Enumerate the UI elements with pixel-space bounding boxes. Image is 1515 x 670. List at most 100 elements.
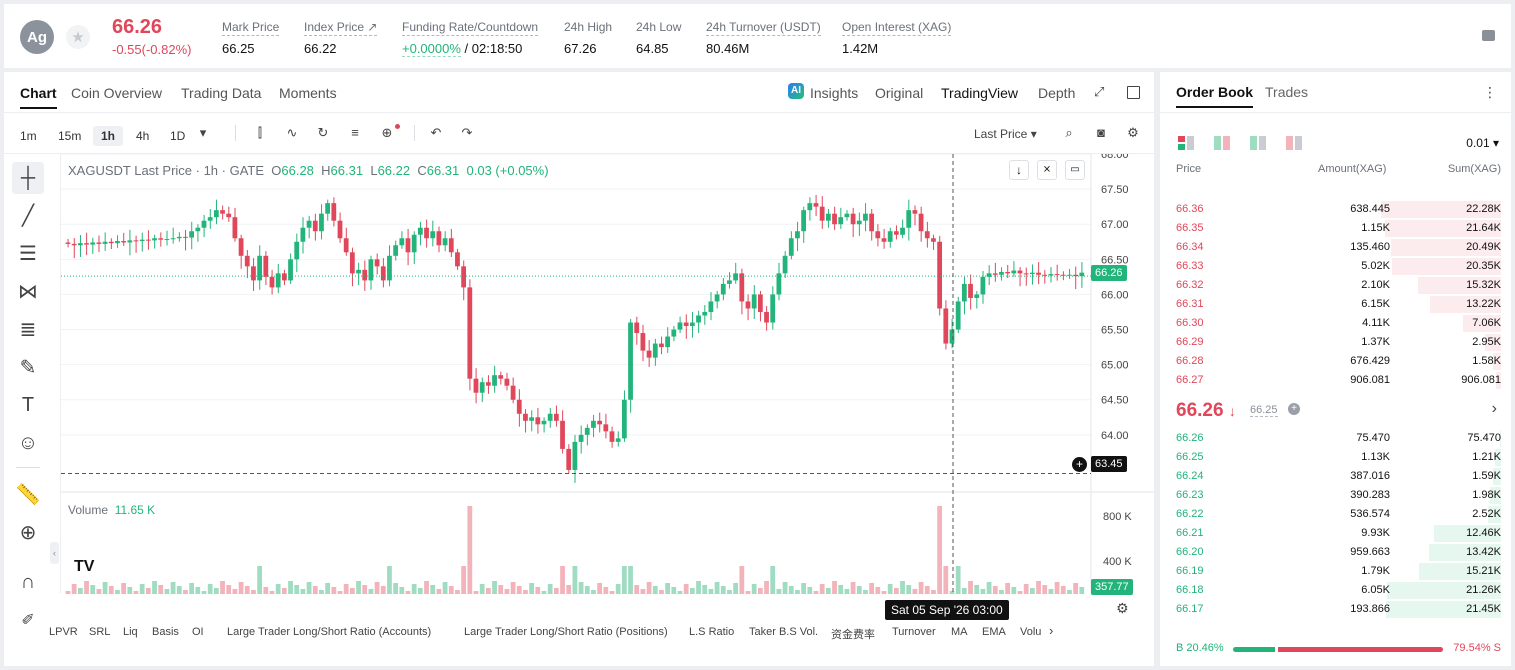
arrow-down-icon[interactable]: ↓: [1009, 160, 1029, 180]
indicator-large-trader-accounts[interactable]: Large Trader Long/Short Ratio (Accounts): [227, 626, 432, 638]
timeframe-1h[interactable]: 1h: [93, 126, 124, 146]
stat-open-interest[interactable]: Open Interest (XAG) 1.42M: [842, 20, 952, 56]
chevron-right-icon[interactable]: ›: [1049, 623, 1054, 638]
brush-icon[interactable]: ✎: [19, 356, 37, 379]
tab-chart[interactable]: Chart: [20, 85, 57, 109]
ask-row[interactable]: 66.29 1.37K 2.95K: [1176, 333, 1501, 352]
indicators-icon[interactable]: ∿: [286, 125, 298, 140]
indicator-turnover[interactable]: Turnover: [892, 626, 936, 638]
crosshair-icon[interactable]: ┼: [12, 162, 44, 194]
zoom-in-icon[interactable]: ⊕: [19, 521, 37, 544]
bid-row[interactable]: 66.26 75.470 75.470: [1176, 429, 1501, 448]
indicator-ls-ratio[interactable]: L.S Ratio: [689, 626, 735, 638]
ask-row[interactable]: 66.27 906.081 906.081: [1176, 371, 1501, 390]
window-icon[interactable]: [1127, 86, 1140, 99]
indicator-oi[interactable]: OI: [192, 626, 204, 638]
ask-row[interactable]: 66.30 4.11K 7.06K: [1176, 314, 1501, 333]
ask-row[interactable]: 66.32 2.10K 15.32K: [1176, 276, 1501, 295]
fullscreen-icon[interactable]: ⤢: [1094, 84, 1105, 99]
ask-row[interactable]: 66.35 1.15K 21.64K: [1176, 219, 1501, 238]
chevron-right-icon[interactable]: ›: [1491, 400, 1497, 417]
bid-row[interactable]: 66.25 1.13K 1.21K: [1176, 448, 1501, 467]
indicator-srl[interactable]: SRL: [89, 626, 111, 638]
gear-icon[interactable]: ⚙: [1127, 125, 1139, 140]
collapse-icon[interactable]: ⨯: [1037, 160, 1057, 180]
view-bids-icon[interactable]: [1250, 136, 1266, 150]
indicator-large-trader-positions[interactable]: Large Trader Long/Short Ratio (Positions…: [464, 626, 668, 638]
stat-index-price[interactable]: Index Price ↗ 66.22: [304, 20, 378, 56]
indicator-liq[interactable]: Liq: [123, 626, 138, 638]
bid-row[interactable]: 66.17 193.866 21.45K: [1176, 600, 1501, 619]
timeframe-1d[interactable]: 1D: [170, 129, 186, 143]
camera-icon[interactable]: ◙: [1097, 125, 1105, 140]
alert-add-icon[interactable]: ⊕: [381, 125, 393, 140]
emoji-icon[interactable]: ☺: [17, 431, 39, 454]
tab-coin-overview[interactable]: Coin Overview: [71, 85, 163, 101]
price-chart[interactable]: 68.00 67.50 67.00 66.50 66.00 65.50 65.00 64.50…: [61, 154, 1154, 594]
indicator-volume[interactable]: Volu: [1020, 626, 1042, 638]
indicator-funding-rate[interactable]: 资金费率: [831, 629, 875, 641]
tab-tradingview[interactable]: TradingView: [941, 85, 1019, 101]
guide-book-icon[interactable]: [1482, 30, 1495, 41]
pattern-icon[interactable]: ⋈: [18, 280, 38, 303]
bid-row[interactable]: 66.20 959.663 13.42K: [1176, 543, 1501, 562]
tab-order-book[interactable]: Order Book: [1176, 84, 1254, 108]
timeframe-1m[interactable]: 1m: [20, 129, 37, 143]
indicator-ema[interactable]: EMA: [982, 626, 1006, 638]
indicator-taker-bs-vol[interactable]: Taker B.S Vol.: [749, 626, 819, 638]
indicator-lpvr[interactable]: LPVR: [49, 626, 78, 638]
more-options-icon[interactable]: ⋮: [1483, 84, 1497, 100]
bid-row[interactable]: 66.19 1.79K 15.21K: [1176, 562, 1501, 581]
tab-trades[interactable]: Trades: [1265, 84, 1309, 100]
ask-row[interactable]: 66.28 676.429 1.58K: [1176, 352, 1501, 371]
stat-24h-turnover[interactable]: 24h Turnover (USDT) 80.46M: [706, 20, 821, 56]
ask-row[interactable]: 66.33 5.02K 20.35K: [1176, 257, 1501, 276]
collapse-toolbar-icon[interactable]: ‹: [50, 542, 59, 564]
axis-settings-icon[interactable]: ⚙: [1116, 600, 1129, 616]
tab-insights[interactable]: Insights: [810, 85, 859, 101]
tab-moments[interactable]: Moments: [279, 85, 337, 101]
ask-row[interactable]: 66.36 638.445 22.28K: [1176, 200, 1501, 219]
ruler-icon[interactable]: 📏: [15, 483, 41, 506]
tab-depth[interactable]: Depth: [1038, 85, 1076, 101]
chevron-down-icon[interactable]: ▾: [199, 125, 207, 140]
maximize-icon[interactable]: ▭: [1065, 160, 1085, 180]
search-icon[interactable]: ⌕: [1065, 125, 1073, 140]
stat-mark-price[interactable]: Mark Price 66.25: [222, 20, 280, 56]
indicator-basis[interactable]: Basis: [152, 626, 179, 638]
timeframe-4h[interactable]: 4h: [136, 129, 150, 143]
mid-price[interactable]: 66.26 ↓: [1176, 400, 1236, 421]
text-icon[interactable]: T: [21, 393, 35, 416]
indicator-ma[interactable]: MA: [951, 626, 968, 638]
redo-icon[interactable]: ↷: [461, 125, 473, 140]
candle-body: [393, 245, 399, 256]
view-asks-icon[interactable]: [1286, 136, 1302, 150]
templates-icon[interactable]: ≡: [351, 125, 359, 140]
view-both-icon[interactable]: [1178, 136, 1194, 150]
stat-funding-rate[interactable]: Funding Rate/Countdown +0.0000% / 02:18:…: [402, 20, 539, 57]
horizontal-lines-icon[interactable]: ☰: [19, 242, 37, 265]
candle-type-icon[interactable]: ⫿: [257, 125, 263, 140]
favorite-star-icon[interactable]: ★: [66, 25, 90, 49]
magnet-icon[interactable]: ∩: [20, 570, 36, 593]
price-source-select[interactable]: Last Price ▾: [974, 127, 1037, 141]
ask-row[interactable]: 66.31 6.15K 13.22K: [1176, 295, 1501, 314]
trend-line-icon[interactable]: ╱: [21, 204, 35, 227]
replay-icon[interactable]: ↻: [317, 125, 329, 140]
last-price: 66.26: [112, 16, 163, 38]
fib-icon[interactable]: ≣: [19, 318, 37, 341]
pencil-lock-icon[interactable]: ✐: [21, 612, 35, 629]
undo-icon[interactable]: ↶: [430, 125, 442, 140]
bid-row[interactable]: 66.23 390.283 1.98K: [1176, 486, 1501, 505]
timeframe-15m[interactable]: 15m: [58, 129, 82, 143]
precision-select[interactable]: 0.01 ▾: [1466, 136, 1499, 150]
bid-row[interactable]: 66.18 6.05K 21.26K: [1176, 581, 1501, 600]
add-alert-plus-icon[interactable]: +: [1072, 457, 1087, 472]
bid-row[interactable]: 66.21 9.93K 12.46K: [1176, 524, 1501, 543]
bid-row[interactable]: 66.24 387.016 1.59K: [1176, 467, 1501, 486]
ask-row[interactable]: 66.34 135.460 20.49K: [1176, 238, 1501, 257]
view-bids-asks-icon[interactable]: [1214, 136, 1230, 150]
tab-trading-data[interactable]: Trading Data: [181, 85, 262, 101]
bid-row[interactable]: 66.22 536.574 2.52K: [1176, 505, 1501, 524]
tab-original[interactable]: Original: [875, 85, 924, 101]
